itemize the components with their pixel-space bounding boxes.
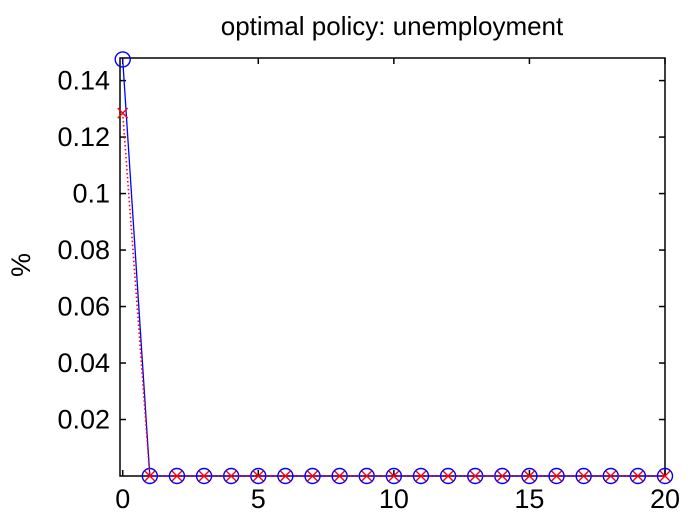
y-tick-label: 0.1 <box>72 179 110 209</box>
x-tick-label: 5 <box>251 484 266 514</box>
series-1-point <box>195 467 213 485</box>
series-2-point <box>307 470 319 482</box>
series-2-point <box>523 470 535 482</box>
series-1-point <box>548 467 565 485</box>
y-tick-label: 0.06 <box>57 292 110 322</box>
series-2-point <box>415 470 427 482</box>
series-2-point <box>659 470 671 482</box>
series-2-point <box>279 470 291 482</box>
series-1-point <box>656 467 674 485</box>
series-1-point <box>168 467 186 485</box>
series-2-point <box>334 470 346 482</box>
x-tick-label: 10 <box>379 484 409 514</box>
x-tick-labels: 0 5 10 15 20 <box>115 484 680 514</box>
series-2-point <box>198 470 210 482</box>
y-tick-label: 0.14 <box>57 66 110 96</box>
series-2-point <box>442 470 454 482</box>
series-2-point <box>551 470 563 482</box>
series-1-point <box>304 467 321 485</box>
series-2-point <box>578 470 590 482</box>
series-2-point <box>469 470 481 482</box>
series-2-point <box>496 470 508 482</box>
x-tick-label: 0 <box>115 484 130 514</box>
series-1-point <box>439 467 457 485</box>
series-2-point <box>117 107 129 119</box>
series-2-point <box>361 470 373 482</box>
y-tick-label: 0.02 <box>57 405 110 435</box>
series-2-point <box>225 470 237 482</box>
x-tick-label: 20 <box>650 484 680 514</box>
y-tick-label: 0.08 <box>57 235 110 265</box>
y-axis-label: % <box>6 253 36 277</box>
tick-marks <box>120 58 666 476</box>
series-2-point <box>388 470 400 482</box>
series-2-point <box>171 470 183 482</box>
series-layer <box>114 51 674 485</box>
y-tick-label: 0.12 <box>57 122 110 152</box>
series-2-line <box>121 113 665 477</box>
series-1-point <box>114 51 131 68</box>
chart-title: optimal policy: unemployment <box>221 11 564 41</box>
series-2-point <box>144 470 156 482</box>
series-2 <box>117 107 671 482</box>
plot-area <box>119 57 666 477</box>
series-2-point <box>252 470 264 482</box>
series-2-point <box>632 470 644 482</box>
series-1-point <box>412 467 430 485</box>
x-tick-label: 15 <box>514 484 544 514</box>
series-2-point <box>605 470 617 482</box>
y-tick-labels: 0.02 0.04 0.06 0.08 0.1 0.12 0.14 <box>57 66 110 435</box>
y-tick-label: 0.04 <box>57 348 110 378</box>
